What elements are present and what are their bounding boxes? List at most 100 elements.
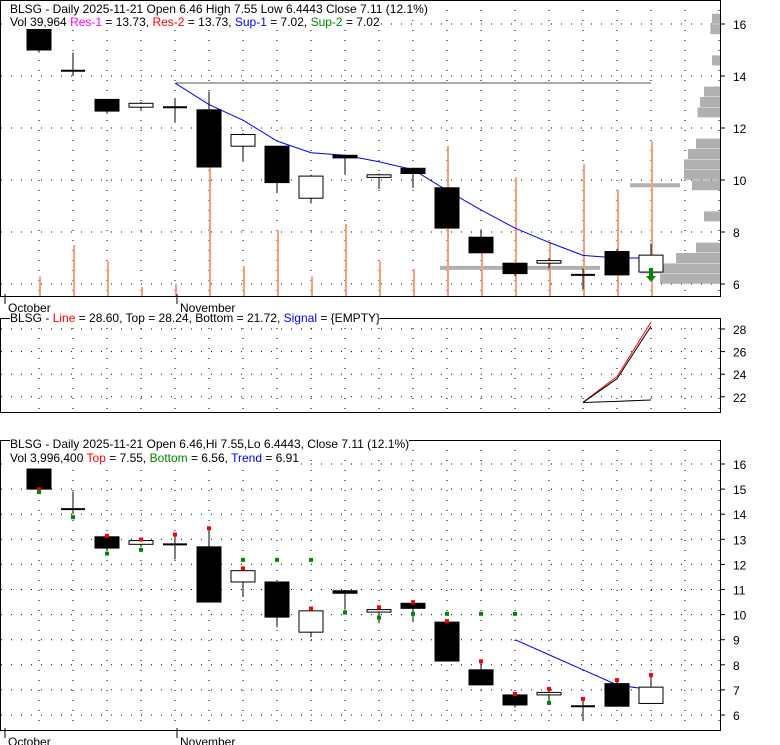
candle-body [536, 691, 562, 696]
candle-body [604, 683, 630, 707]
top-marker [411, 600, 415, 605]
candle-body [604, 251, 630, 276]
x-tick-label: November [180, 735, 235, 745]
candle-body [400, 167, 426, 175]
candle-body [230, 570, 256, 583]
volume-profile-bar [692, 180, 720, 191]
y-tick-label: 26 [733, 346, 747, 360]
candle-body [298, 175, 324, 199]
y-tick-label: 16 [733, 18, 747, 32]
candle-body [94, 536, 120, 549]
top-marker [241, 566, 245, 571]
candle-body [502, 262, 528, 275]
y-tick-label: 14 [733, 70, 747, 84]
y-tick-label: 22 [733, 391, 747, 405]
y-tick-label: 16 [733, 458, 747, 472]
volume-profile-bar [688, 149, 720, 159]
series-bottom-line [582, 399, 652, 403]
y-tick-label: 7 [733, 684, 740, 698]
panel-frame [0, 0, 721, 297]
candle-body [128, 102, 154, 108]
bottom-marker [105, 551, 109, 556]
candle-body [196, 546, 222, 603]
top-marker [547, 686, 551, 691]
volume-profile-bar [684, 169, 720, 180]
bottom-marker [411, 611, 415, 616]
candle-body [366, 609, 392, 613]
candle-body [26, 468, 52, 490]
x-tick-label: October [8, 301, 51, 315]
volume-profile-bar [684, 159, 720, 170]
y-tick-label: 10 [733, 174, 747, 188]
candle-body [468, 669, 494, 686]
y-tick-label: 8 [733, 659, 740, 673]
top-marker [37, 487, 41, 492]
y-tick-label: 9 [733, 634, 740, 648]
top-marker [479, 659, 483, 664]
volume-profile-bar [676, 253, 720, 263]
candle-body [264, 145, 290, 184]
buy-arrow-icon [646, 268, 656, 282]
volume-profile-bar [700, 97, 720, 107]
top-marker [207, 526, 211, 531]
y-tick-label: 12 [733, 122, 747, 136]
candle-body [332, 590, 358, 594]
candle-body [94, 98, 120, 112]
bottom-marker [37, 490, 41, 495]
bottom-marker [71, 515, 75, 520]
top-marker [615, 678, 619, 683]
candle-body [196, 109, 222, 168]
y-tick-label: 6 [733, 709, 740, 723]
panel3-legend: Vol 3,996,400 Top = 7.55, Bottom = 6.56,… [10, 451, 300, 465]
candle-body [230, 134, 256, 147]
panel2-legend: BLSG - Line = 28.60, Top = 28.24, Bottom… [10, 311, 381, 325]
y-tick-label: 8 [733, 226, 740, 240]
candle-body [366, 174, 392, 178]
panel3-title: BLSG - Daily 2025-11-21 Open 6.46,Hi 7.5… [10, 437, 410, 451]
series-line-line [582, 321, 652, 403]
candle-body [298, 610, 324, 633]
top-marker [377, 605, 381, 610]
trend-line [514, 639, 652, 691]
candle-body [502, 694, 528, 706]
candle-body [434, 621, 460, 662]
candle-body [332, 154, 358, 159]
candle-body [264, 581, 290, 618]
panel-frame [0, 318, 721, 413]
panel1-title: BLSG - Daily 2025-11-21 Open 6.46 High 7… [10, 2, 428, 16]
volume-profile-bar [697, 107, 720, 118]
bottom-marker [377, 615, 381, 620]
series-top-line [582, 326, 652, 403]
candle-body [638, 686, 664, 704]
volume-profile-bar [712, 55, 720, 66]
volume-profile-bar [640, 263, 720, 274]
bottom-marker [139, 547, 143, 552]
bottom-marker [275, 557, 279, 562]
volume-profile-bar [712, 13, 720, 24]
x-tick-label: October [8, 735, 51, 745]
y-tick-label: 6 [733, 278, 740, 292]
y-tick-label: 28 [733, 323, 747, 337]
bottom-marker [479, 611, 483, 616]
volume-profile-bar [660, 273, 720, 284]
bottom-marker [445, 611, 449, 616]
panel1-legend: Vol 39,964 Res-1 = 13.73, Res-2 = 13.73,… [10, 15, 380, 29]
bottom-marker [309, 557, 313, 562]
top-marker [139, 537, 143, 542]
bottom-marker [241, 557, 245, 562]
bottom-marker [513, 611, 517, 616]
top-marker [581, 696, 585, 701]
y-tick-label: 14 [733, 508, 747, 522]
top-marker [173, 532, 177, 537]
candle-body [434, 187, 460, 229]
y-tick-label: 15 [733, 483, 747, 497]
candle-body [26, 28, 52, 51]
top-marker [309, 606, 313, 611]
bottom-marker [343, 610, 347, 615]
bottom-marker [547, 700, 551, 705]
y-tick-label: 24 [733, 368, 747, 382]
x-tick-label: November [180, 301, 235, 315]
volume-profile-bar [696, 138, 720, 149]
